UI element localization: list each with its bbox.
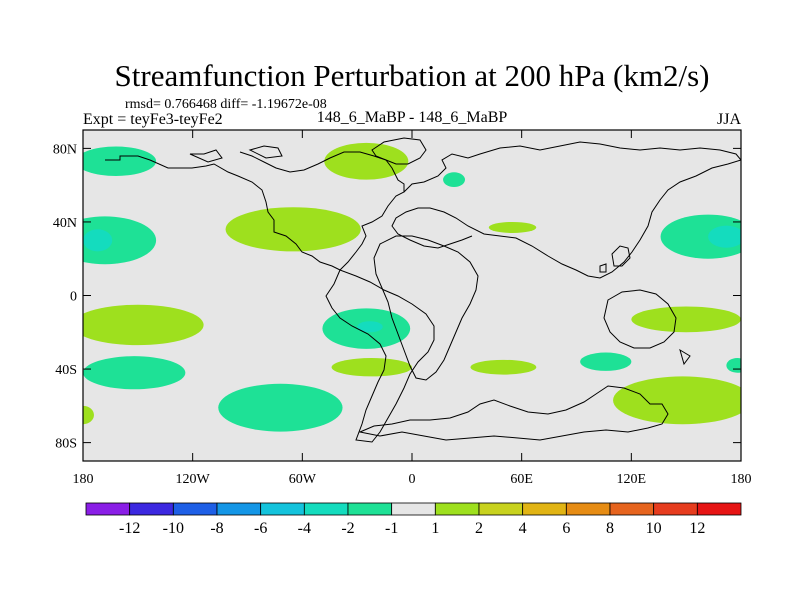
x-tick-label: 180: [731, 472, 752, 487]
colorbar-label: 6: [562, 520, 570, 537]
coastline-japan: [599, 245, 631, 273]
y-tick-label: 80N: [53, 142, 77, 157]
colorbar: -12 -10 -8 -6 -4 -2 -1 1 2 4 6 8 10 12: [85, 502, 742, 537]
colorbar-label: 12: [689, 520, 705, 537]
colorbar-box: [391, 502, 436, 516]
colorbar-box: [303, 502, 349, 516]
x-tick-label: 0: [409, 472, 416, 487]
colorbar-label: -1: [385, 520, 398, 537]
region-south-pacific-pos: [83, 304, 204, 346]
coastline-australia: [603, 289, 691, 366]
region-arctic-north-pacific-neg: [83, 146, 157, 176]
y-tick-label: 40N: [53, 216, 77, 231]
region-south-40-pos-atlantic: [331, 358, 412, 377]
colorbar-label: -8: [210, 520, 223, 537]
coastline-antarctica: [358, 385, 669, 441]
colorbar-box: [609, 502, 655, 516]
colorbar-label: 1: [431, 520, 439, 537]
colorbar-box: [85, 502, 131, 516]
coastline-greenland: [371, 137, 427, 165]
region-south-40-neg-edge: [726, 358, 741, 373]
region-arctic-atlantic-pos: [324, 142, 409, 180]
colorbar-label: 2: [475, 520, 483, 537]
y-tick-label: 80S: [55, 437, 77, 452]
region-north-pacific-east-core: [708, 225, 741, 248]
region-north-pacific-east-neg: [660, 214, 741, 259]
x-axis: 180 120W 60W 0 60E 120E 180: [73, 130, 752, 487]
colorbar-box: [653, 502, 698, 516]
coastline-africa: [373, 235, 479, 381]
y-axis: 80N 40N 0 40S 80S: [53, 142, 741, 452]
stats-label: rmsd= 0.766468 diff= -1.19672e-08: [125, 97, 327, 112]
colorbar-box: [172, 502, 218, 516]
region-north-pacific-west-core: [83, 229, 113, 252]
experiment-label: Expt = teyFe3-teyFe2: [83, 111, 223, 128]
region-indian-ocean-pos-east: [631, 306, 741, 333]
region-south-40-neg-west: [83, 356, 186, 390]
region-south-60-pos-edge: [83, 405, 94, 425]
colorbar-box: [696, 502, 742, 516]
colorbar-label: 8: [606, 520, 614, 537]
region-south-60-pos-east: [613, 376, 741, 425]
coastline-south-america: [325, 269, 435, 443]
region-asia-band-pos: [488, 221, 537, 233]
colorbar-box: [478, 502, 524, 516]
x-tick-label: 180: [73, 472, 94, 487]
x-tick-label: 120E: [617, 472, 647, 487]
colorbar-label: 10: [646, 520, 662, 537]
colorbar-box: [347, 502, 393, 516]
coastlines: [105, 137, 741, 443]
y-tick-label: 0: [70, 290, 77, 305]
colorbar-box: [565, 502, 611, 516]
region-south-40-neg-east: [580, 352, 632, 371]
coastline-arctic-islands: [189, 145, 283, 163]
colorbar-label: -4: [298, 520, 311, 537]
y-tick-label: 40S: [55, 363, 77, 378]
region-north-pacific-west-neg: [83, 216, 157, 265]
region-north-america-pos: [225, 207, 361, 252]
colorbar-box: [434, 502, 480, 516]
x-tick-label: 120W: [176, 472, 211, 487]
x-tick-label: 60W: [289, 472, 317, 487]
colorbar-box: [522, 502, 567, 516]
colorbar-label: -6: [254, 520, 267, 537]
colorbar-box: [260, 502, 305, 516]
region-asia-small-neg: [443, 172, 466, 188]
case-label: 148_6_MaBP - 148_6_MaBP: [317, 109, 508, 126]
colorbar-label: -10: [163, 520, 184, 537]
colorbar-label: -12: [119, 520, 140, 537]
coastline-eurasia: [391, 141, 741, 279]
colorbar-label: 4: [519, 520, 527, 537]
colorbar-label: -2: [341, 520, 354, 537]
colorbar-box: [216, 502, 262, 516]
region-south-atlantic-core: [357, 321, 383, 333]
region-south-40-pos-indian: [470, 359, 537, 375]
coastline-north-america: [105, 151, 405, 271]
chart-title: Streamfunction Perturbation at 200 hPa (…: [115, 58, 710, 93]
season-label: JJA: [717, 111, 741, 128]
x-tick-label: 60E: [510, 472, 533, 487]
region-south-60-neg: [218, 383, 343, 432]
colorbar-box: [129, 502, 174, 516]
